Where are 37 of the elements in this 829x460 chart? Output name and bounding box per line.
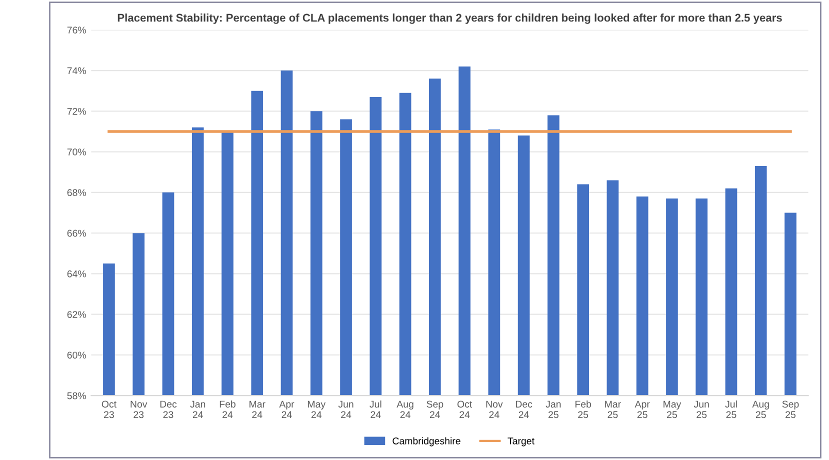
y-tick-label: 72%: [67, 108, 86, 115]
x-tick-label: Jul 25: [725, 400, 737, 418]
y-tick-label: 76%: [67, 26, 86, 34]
x-tick-label: Aug 25: [752, 400, 769, 418]
x-tick-label: Oct 24: [457, 400, 472, 418]
x-tick-label: Dec 24: [516, 400, 532, 418]
x-tick-label: Mar 24: [250, 400, 266, 418]
y-tick-label: 68%: [67, 189, 86, 196]
x-tick-label: Apr 24: [279, 400, 294, 418]
x-tick-label: Sep 24: [426, 400, 444, 418]
y-tick-label: 74%: [67, 67, 86, 74]
x-tick-label: Sep 25: [782, 400, 799, 418]
x-tick-label: May 25: [664, 400, 682, 418]
x-tick-label: Dec 23: [160, 400, 177, 418]
y-tick-label: 58%: [67, 392, 86, 400]
y-tick-label: 70%: [67, 148, 86, 156]
x-tick-label: Jul 24: [370, 400, 382, 418]
y-tick-label: 62%: [67, 311, 86, 318]
x-tick-label: Apr 25: [634, 400, 650, 418]
x-tick-label: Jun 25: [694, 400, 709, 418]
x-tick-label: Feb 25: [575, 400, 592, 418]
y-tick-label: 66%: [67, 230, 86, 237]
x-tick-label: Aug 24: [396, 400, 414, 418]
x-tick-label: May 24: [308, 400, 326, 418]
legend-label: Target: [508, 438, 534, 446]
x-tick-label: Nov 24: [486, 400, 503, 418]
x-tick-label: Jun 24: [338, 400, 354, 418]
legend-label: Cambridgeshire: [392, 437, 460, 446]
x-tick-label: Jan 25: [546, 400, 561, 418]
x-tick-label: Mar 25: [605, 400, 621, 418]
x-tick-label: Jan 24: [190, 400, 206, 418]
chart-title: Placement Stability: Percentage of CLA placements longer than 2 years for children being looked after for more than 2.5 years: [118, 14, 782, 24]
x-tick-label: Oct 23: [102, 400, 116, 418]
x-tick-label: Feb 24: [220, 400, 236, 418]
y-tick-label: 60%: [67, 352, 86, 359]
y-tick-label: 64%: [67, 270, 86, 278]
x-tick-label: Nov 23: [130, 400, 148, 418]
